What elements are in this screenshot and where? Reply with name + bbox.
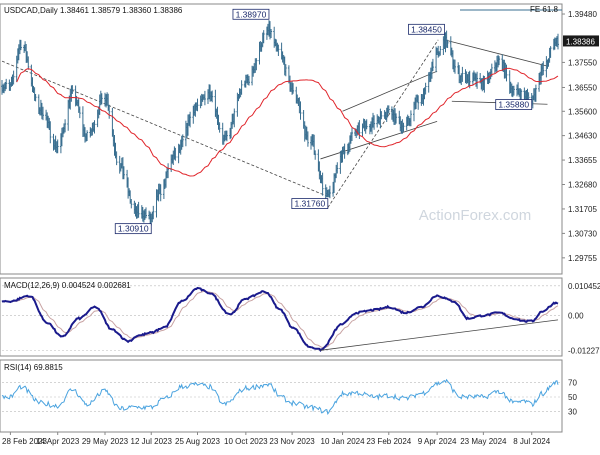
x-tick-label: 28 Feb 2023 xyxy=(2,437,47,446)
price-tick-label: 1.32680 xyxy=(568,181,597,190)
rsi-label: RSI(14) 69.8815 xyxy=(4,363,63,372)
x-tick-label: 14 Apr 2023 xyxy=(36,437,80,446)
price-axis: 1.39480 1.37550 1.36550 1.35600 1.34630 1.336… xyxy=(562,10,599,263)
channel-upper xyxy=(342,70,438,112)
x-tick-label: 23 Nov 2023 xyxy=(269,437,315,446)
price-annotation-box xyxy=(408,23,445,35)
triangle-upper xyxy=(444,39,548,67)
price-bars xyxy=(1,20,559,226)
macd-label: MACD(12,26,9) 0.004524 0.002681 xyxy=(4,281,131,290)
rsi-line xyxy=(1,378,559,415)
macd-axis: 0.010452 0.00 -0.012276 xyxy=(568,282,600,356)
rsi-tick-label: 30 xyxy=(568,408,577,417)
x-tick-label: 23 Feb 2024 xyxy=(366,437,411,446)
x-tick-label: 29 May 2023 xyxy=(82,437,129,446)
trendline-up xyxy=(327,39,439,208)
price-annotation-box xyxy=(232,8,270,20)
price-tick-label: 1.29755 xyxy=(568,254,597,263)
macd-line xyxy=(1,286,559,352)
x-tick-label: 12 Jul 2023 xyxy=(131,437,173,446)
rsi-axis: 70 50 30 xyxy=(568,378,577,416)
macd-signal-line xyxy=(1,290,559,349)
price-annotation-label: 1.38450 xyxy=(411,24,442,34)
ohlc-bars xyxy=(1,20,559,226)
rsi-gridlines xyxy=(2,382,562,412)
x-tick-label: 9 Apr 2024 xyxy=(418,437,457,446)
price-tick-label: 1.36550 xyxy=(568,83,597,92)
price-tick-label: 1.33655 xyxy=(568,156,597,165)
chart-title: USDCAD,Daily 1.38461 1.38579 1.38360 1.3… xyxy=(4,6,183,15)
price-annotation-box xyxy=(291,198,329,209)
rsi-tick-label: 70 xyxy=(568,378,577,387)
x-tick-label: 23 May 2024 xyxy=(460,437,507,446)
price-annotation-label: 1.35880 xyxy=(498,100,529,110)
macd-panel: 0.010452 0.00 -0.012276 MACD(12,26,9) 0.00… xyxy=(0,277,600,357)
macd-tick-label: -0.012276 xyxy=(568,347,600,356)
price-panel-frame xyxy=(0,3,563,275)
price-annotation-label: 1.30910 xyxy=(118,224,149,234)
current-price-box xyxy=(563,35,599,47)
x-tick-label: 10 Jan 2024 xyxy=(321,437,366,446)
price-annotation-box xyxy=(114,223,152,235)
x-tick-label: 8 Jul 2024 xyxy=(513,437,550,446)
macd-tick-label: 0.00 xyxy=(568,312,584,321)
price-tick-label: 1.37550 xyxy=(568,58,597,67)
price-tick-label: 1.35600 xyxy=(568,107,597,116)
x-tick-label: 25 Aug 2023 xyxy=(175,437,220,446)
price-tick-label: 1.34630 xyxy=(568,132,597,141)
price-annotation-label: 1.38970 xyxy=(236,9,267,19)
price-annotations: 1.38970 1.38450 1.35880 1.31760 1.30910 xyxy=(114,8,533,235)
x-tick-label: 10 Oct 2023 xyxy=(224,437,268,446)
macd-trendline xyxy=(320,319,559,351)
price-tick-label: 1.31705 xyxy=(568,205,597,214)
price-panel: ActionForex.com 1.389701.384501.358801.3… xyxy=(0,3,599,275)
price-tick-label: 1.39480 xyxy=(568,10,597,19)
price-annotation-label: 1.31760 xyxy=(294,199,325,209)
macd-panel-frame xyxy=(0,277,563,357)
macd-trendline-segment xyxy=(320,319,559,351)
trendline-down xyxy=(1,60,328,197)
rsi-panel: 70 50 30 RSI(14) 69.8815 xyxy=(0,359,577,433)
current-price-label: 1.38386 xyxy=(566,37,595,46)
price-tick-label: 1.30730 xyxy=(568,229,597,238)
price-annotation-box xyxy=(495,99,533,110)
rsi-tick-label: 50 xyxy=(568,393,577,402)
watermark: ActionForex.com xyxy=(419,207,532,224)
fib-label: FE 61.8 xyxy=(530,5,559,14)
moving-average-line xyxy=(16,67,559,177)
macd-gridlines xyxy=(2,285,562,351)
macd-tick-label: 0.010452 xyxy=(568,282,600,291)
